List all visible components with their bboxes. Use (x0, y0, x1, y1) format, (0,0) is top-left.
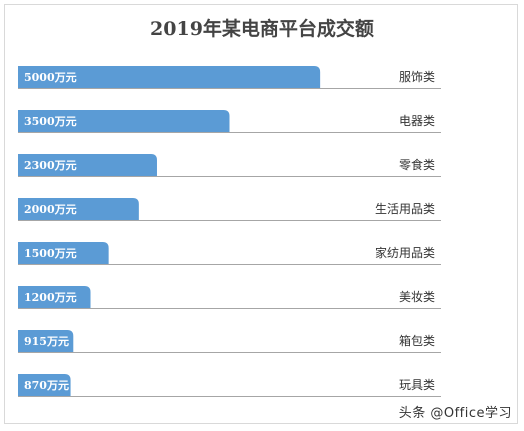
value-label-2: 2300万元 (24, 159, 77, 172)
value-label-3: 2000万元 (24, 203, 77, 216)
category-label-6: 箱包类 (399, 333, 435, 348)
category-label-0: 服饰类 (399, 70, 435, 84)
category-label-4: 家纺用品类 (375, 245, 435, 260)
value-label-7: 870万元 (24, 379, 69, 392)
category-label-7: 玩具类 (399, 378, 435, 392)
bar-0 (18, 66, 321, 88)
bar-1 (18, 110, 230, 132)
category-label-1: 电器类 (399, 114, 435, 128)
category-label-5: 美妆类 (399, 290, 435, 304)
bar-4 (18, 242, 109, 264)
bar-5 (18, 286, 91, 308)
value-label-0: 5000万元 (24, 71, 77, 84)
bar-7 (18, 374, 71, 396)
value-label-1: 3500万元 (24, 115, 77, 128)
value-label-4: 1500万元 (24, 247, 77, 260)
chart-title: 2019年某电商平台成交额 (150, 18, 374, 40)
bar-6 (18, 330, 74, 352)
category-label-3: 生活用品类 (375, 202, 435, 216)
bar-3 (18, 198, 139, 220)
bar-2 (18, 154, 157, 176)
watermark: 头条 @Office学习 (398, 406, 512, 421)
value-label-5: 1200万元 (24, 291, 77, 304)
value-label-6: 915万元 (24, 335, 69, 348)
category-label-2: 零食类 (399, 157, 435, 172)
